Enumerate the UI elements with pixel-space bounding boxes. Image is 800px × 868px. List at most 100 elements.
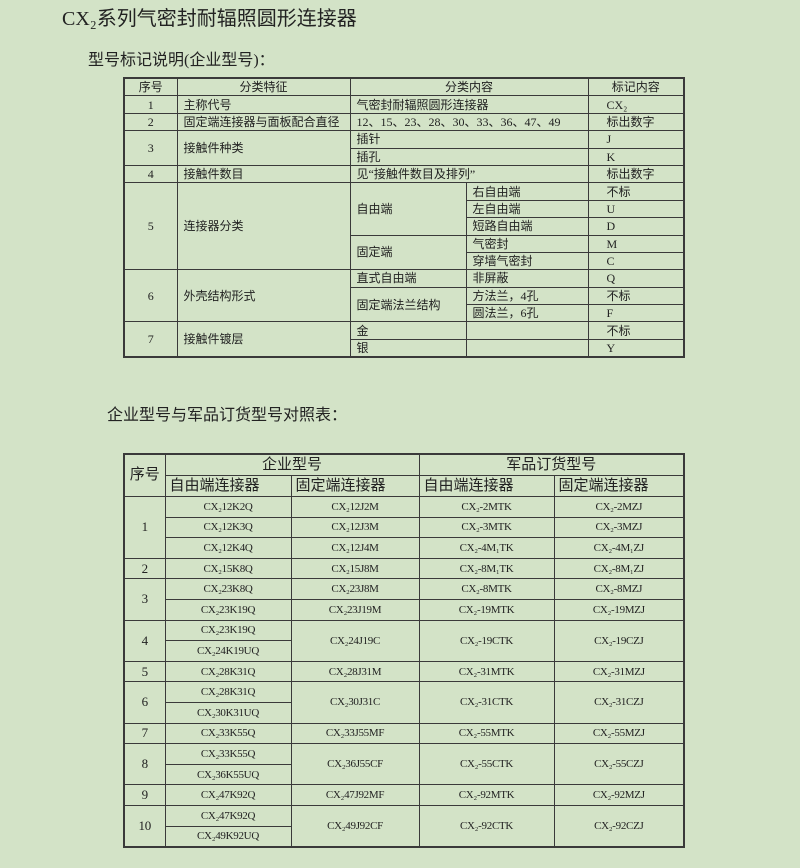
content-cell: 12、15、23、28、30、33、36、47、49 (349, 112, 589, 132)
table-row: 固定端 气密封 M (124, 234, 685, 271)
model-comparison-table: 序号 企业型号 军品订货型号 自由端连接器 固定端连接器 自由端连接器 固定端连… (123, 453, 686, 849)
enterprise-free-model: CX₂12K2Q (164, 496, 292, 518)
enterprise-fixed-model: CX₂36J55CF (290, 743, 420, 786)
row-number: 1 (123, 496, 166, 559)
header-mark: 标记内容 (587, 77, 685, 97)
header-enterprise-free: 自由端连接器 (164, 475, 292, 497)
header-military-model: 军品订货型号 (418, 453, 685, 476)
military-free-model: CX₂-19MTK (418, 598, 555, 621)
mark-cell: 不标 (587, 321, 685, 340)
category-cell: 银 (349, 338, 467, 358)
table-row: 5 CX₂28K31Q CX₂28J31M CX₂-31MTK CX₂-31MZJ (123, 660, 685, 683)
row-number: 1 (123, 95, 178, 114)
mark-cell: U (587, 199, 685, 219)
table-row: 2 CX₂15K8Q CX₂15J8M CX₂-8M₁TK CX₂-8M₁ZJ (123, 557, 685, 580)
enterprise-free-model: CX₂12K3Q (164, 516, 292, 539)
table-subheader-row: 自由端连接器 固定端连接器 自由端连接器 固定端连接器 (124, 475, 685, 497)
table-row: 7 CX₂33K55Q CX₂33J55MF CX₂-55MTK CX₂-55MZJ (123, 722, 685, 745)
enterprise-free-model: CX₂30K31UQ (164, 701, 292, 724)
mark-cell: M (587, 234, 685, 253)
row-number: 4 (123, 619, 166, 662)
enterprise-free-model: CX₂23K19Q (164, 619, 292, 642)
row-number: 7 (123, 722, 166, 745)
comparison-section-heading: 企业型号与军品订货型号对照表： (107, 407, 348, 424)
content-cell: 插针 (349, 130, 589, 149)
feature-cell: 接触件数目 (176, 164, 351, 184)
military-fixed-model: CX₂-55MZJ (553, 722, 685, 745)
table-row: CX₂49K92UQ (124, 825, 684, 848)
row-number: 8 (123, 743, 166, 786)
row-number: 3 (123, 130, 178, 166)
subcategory-cell (465, 338, 589, 358)
category-cell: 直式自由端 (349, 269, 467, 288)
mark-cell: CX₂ (587, 95, 685, 114)
military-free-model: CX₂-92MTK (418, 784, 555, 806)
marking-section-heading: 型号标记说明(企业型号)： (88, 52, 275, 69)
table-row: 2 固定端连接器与面板配合直径 12、15、23、28、30、33、36、47、49… (123, 112, 685, 132)
header-military-fixed: 固定端连接器 (553, 475, 685, 497)
enterprise-fixed-model: CX₂30J31C (290, 681, 420, 724)
enterprise-free-model: CX₂23K8Q (164, 578, 292, 600)
feature-cell: 接触件种类 (176, 130, 351, 166)
table-row: 10 CX₂47K92Q CX₂49J92CF CX₂-92CTK CX₂-92CZJ (123, 804, 685, 848)
military-free-model: CX₂-31MTK (418, 660, 555, 683)
military-free-model: CX₂-55MTK (418, 722, 555, 745)
enterprise-free-model: CX₂33K55Q (164, 722, 292, 745)
header-enterprise-fixed: 固定端连接器 (290, 475, 420, 497)
header-content: 分类内容 (349, 77, 589, 97)
table-row: 5 连接器分类 自由端 右自由端 不标 (123, 182, 685, 271)
row-number: 10 (123, 804, 166, 848)
military-fixed-model: CX₂-2MZJ (553, 496, 685, 518)
military-fixed-model: CX₂-8MZJ (553, 578, 685, 600)
feature-cell: 固定端连接器与面板配合直径 (176, 112, 351, 132)
military-fixed-model: CX₂-8M₁ZJ (553, 557, 685, 580)
table-row: 7 接触件镀层金 不标 (123, 321, 685, 358)
military-free-model: CX₂-4M₁TK (418, 537, 555, 559)
enterprise-fixed-model: CX₂47J92MF (290, 784, 420, 806)
military-free-model: CX₂-8MTK (418, 578, 555, 600)
mark-cell: F (587, 304, 685, 323)
enterprise-fixed-model: CX₂23J8M (290, 578, 420, 600)
enterprise-free-model: CX₂12K4Q (164, 537, 292, 559)
table-row: 4 CX₂23K19Q CX₂24J19C CX₂-19CTK CX₂-19CZJ (123, 619, 685, 662)
row-number: 9 (123, 784, 166, 806)
subcategory-cell: 右自由端 (465, 182, 589, 201)
military-fixed-model: CX₂-4M₁ZJ (553, 537, 685, 559)
military-free-model: CX₂-8M₁TK (418, 557, 555, 580)
header-enterprise-model: 企业型号 (164, 453, 420, 476)
subcategory-cell: 左自由端 (465, 199, 589, 219)
military-fixed-model: CX₂-19CZJ (553, 619, 685, 662)
mark-cell: D (587, 217, 685, 236)
mark-cell: 不标 (587, 286, 685, 306)
category-cell: 固定端法兰结构 (349, 286, 467, 323)
mark-cell: J (587, 130, 685, 149)
mark-cell: 标出数字 (587, 164, 685, 184)
enterprise-free-model: CX₂33K55Q (164, 743, 292, 765)
military-free-model: CX₂-92CTK (418, 804, 555, 848)
enterprise-fixed-model: CX₂33J55MF (290, 722, 420, 745)
subcategory-cell: 非屏蔽 (465, 269, 589, 288)
header-military-free: 自由端连接器 (418, 475, 555, 497)
content-cell: 插孔 (349, 147, 589, 166)
feature-cell: 连接器分类 (176, 182, 351, 271)
row-number: 4 (123, 164, 178, 184)
subcategory-cell: 短路自由端 (465, 217, 589, 236)
row-number: 5 (123, 182, 178, 271)
table-row: 8 CX₂33K55Q CX₂36J55CF CX₂-55CTK CX₂-55CZJ (123, 743, 685, 786)
header-no: 序号 (123, 77, 178, 97)
category-cell: 金 (349, 321, 467, 340)
military-free-model: CX₂-2MTK (418, 496, 555, 518)
mark-cell: Y (587, 338, 685, 358)
content-cell: 气密封耐辐照圆形连接器 (349, 95, 589, 114)
feature-cell: 外壳结构形式 (176, 269, 351, 323)
military-fixed-model: CX₂-92CZJ (553, 804, 685, 848)
table-row: CX₂12K4Q CX₂12J4M CX₂-4M₁TK CX₂-4M₁ZJ (124, 537, 685, 559)
military-fixed-model: CX₂-55CZJ (553, 743, 685, 786)
enterprise-free-model: CX₂36K55UQ (164, 763, 292, 786)
page-title: CX₂系列气密封耐辐照圆形连接器 (62, 8, 357, 30)
enterprise-fixed-model: CX₂12J2M (290, 496, 420, 518)
enterprise-fixed-model: CX₂12J3M (290, 516, 420, 539)
table-header-row: 序号 企业型号 军品订货型号 (123, 453, 685, 497)
subcategory-cell (465, 321, 589, 340)
